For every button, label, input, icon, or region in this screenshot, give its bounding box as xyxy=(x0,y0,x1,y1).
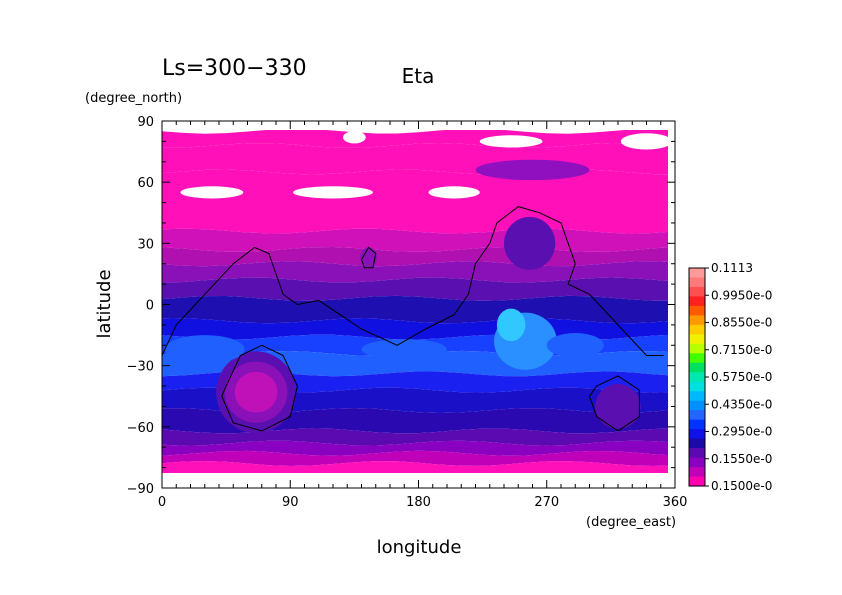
y-tick-label: −90 xyxy=(127,482,154,497)
colorbar-swatch xyxy=(689,391,705,402)
colorbar-swatch xyxy=(689,296,705,307)
contour-band xyxy=(162,130,668,148)
colorbar-label: 0.5750e-0 xyxy=(711,370,772,384)
colorbar-swatch xyxy=(689,277,705,288)
colorbar-label: 0.9950e-0 xyxy=(711,288,772,302)
contour-blob xyxy=(595,384,641,429)
topography-contour-line xyxy=(588,375,640,432)
colorbar-swatch xyxy=(689,286,705,298)
colorbar-swatch xyxy=(689,476,705,487)
contour-band xyxy=(162,295,668,324)
missing-data-patch xyxy=(342,131,366,144)
colorbar-swatch xyxy=(689,353,705,364)
period-label: Ls=300−330 xyxy=(162,56,307,81)
colorbar-label: 0.1550e-0 xyxy=(711,452,772,466)
x-tick-label: 360 xyxy=(663,495,688,510)
colorbar-label: 0.7150e-0 xyxy=(711,343,772,357)
topography-contour-line xyxy=(162,206,664,356)
contour-band xyxy=(162,143,668,175)
contour-band xyxy=(162,169,668,234)
colorbar-swatch xyxy=(689,457,705,468)
x-tick-label: 90 xyxy=(282,495,299,510)
colorbar-label: 0.1500e-0 xyxy=(711,479,772,493)
y-axis-units: (degree_north) xyxy=(85,91,182,106)
contour-blob xyxy=(164,335,245,364)
y-tick-label: −60 xyxy=(127,421,154,436)
x-tick-label: 180 xyxy=(406,495,431,510)
axis-ticks: 0 90 180 270 360 90 60 30 0 −30 −60 −90 xyxy=(127,115,688,510)
contour-band xyxy=(162,228,668,252)
contour-band xyxy=(162,450,668,466)
colorbar-swatch xyxy=(689,315,705,326)
colorbar-swatch xyxy=(689,334,705,345)
colorbar-swatch xyxy=(689,410,705,421)
contour-blob xyxy=(360,247,378,268)
y-tick-label: 0 xyxy=(146,299,154,314)
colorbar-swatch xyxy=(689,467,705,478)
missing-data-patch xyxy=(479,135,543,148)
colorbar-swatch xyxy=(689,429,705,440)
missing-data-patch xyxy=(428,186,480,199)
contour-blob xyxy=(234,371,278,413)
colorbar-swatch xyxy=(689,372,705,383)
colorbar: 0.1113 0.9950e-0 0.8550e-0 0.7150e-0 0.5750e… xyxy=(688,261,772,493)
contour-blob xyxy=(546,333,604,358)
chart-title: Eta xyxy=(402,64,435,88)
colorbar-swatch xyxy=(689,324,705,335)
contour-band xyxy=(162,277,668,301)
colorbar-swatch xyxy=(689,362,705,373)
contour-band xyxy=(162,461,668,473)
contour-band xyxy=(162,440,668,456)
colorbar-swatch xyxy=(689,448,705,459)
y-axis-label: latitude xyxy=(94,269,115,338)
missing-data-patch xyxy=(620,133,668,150)
y-tick-label: −30 xyxy=(127,360,154,375)
topography-contour-line xyxy=(361,246,377,269)
colorbar-swatch xyxy=(689,419,705,430)
contour-blob xyxy=(361,339,447,360)
colorbar-label: 0.4350e-0 xyxy=(711,397,772,411)
x-axis-label: longitude xyxy=(377,537,462,558)
x-tick-label: 0 xyxy=(158,495,166,510)
colorbar-swatch xyxy=(689,268,705,279)
y-tick-label: 90 xyxy=(137,115,154,130)
colorbar-swatch xyxy=(689,381,705,392)
missing-data-patch xyxy=(293,186,373,199)
colorbar-swatch xyxy=(689,400,705,411)
colorbar-swatch xyxy=(689,438,705,449)
colorbar-label: 0.8550e-0 xyxy=(711,316,772,330)
y-tick-label: 60 xyxy=(137,176,154,191)
colorbar-swatch xyxy=(689,305,705,316)
contour-band xyxy=(162,428,668,446)
y-tick-label: 30 xyxy=(137,237,154,252)
contour-patch xyxy=(475,159,590,181)
colorbar-swatch xyxy=(689,343,705,354)
colorbar-label: 0.2950e-0 xyxy=(711,425,772,439)
contour-blob xyxy=(496,308,526,342)
x-axis-units: (degree_east) xyxy=(586,515,676,530)
missing-data-patch xyxy=(180,186,244,199)
plot-area xyxy=(162,130,668,473)
contour-blob xyxy=(504,216,556,270)
topography-contour-line xyxy=(221,344,298,432)
colorbar-label: 0.1113 xyxy=(711,261,753,275)
x-tick-label: 270 xyxy=(534,495,559,510)
